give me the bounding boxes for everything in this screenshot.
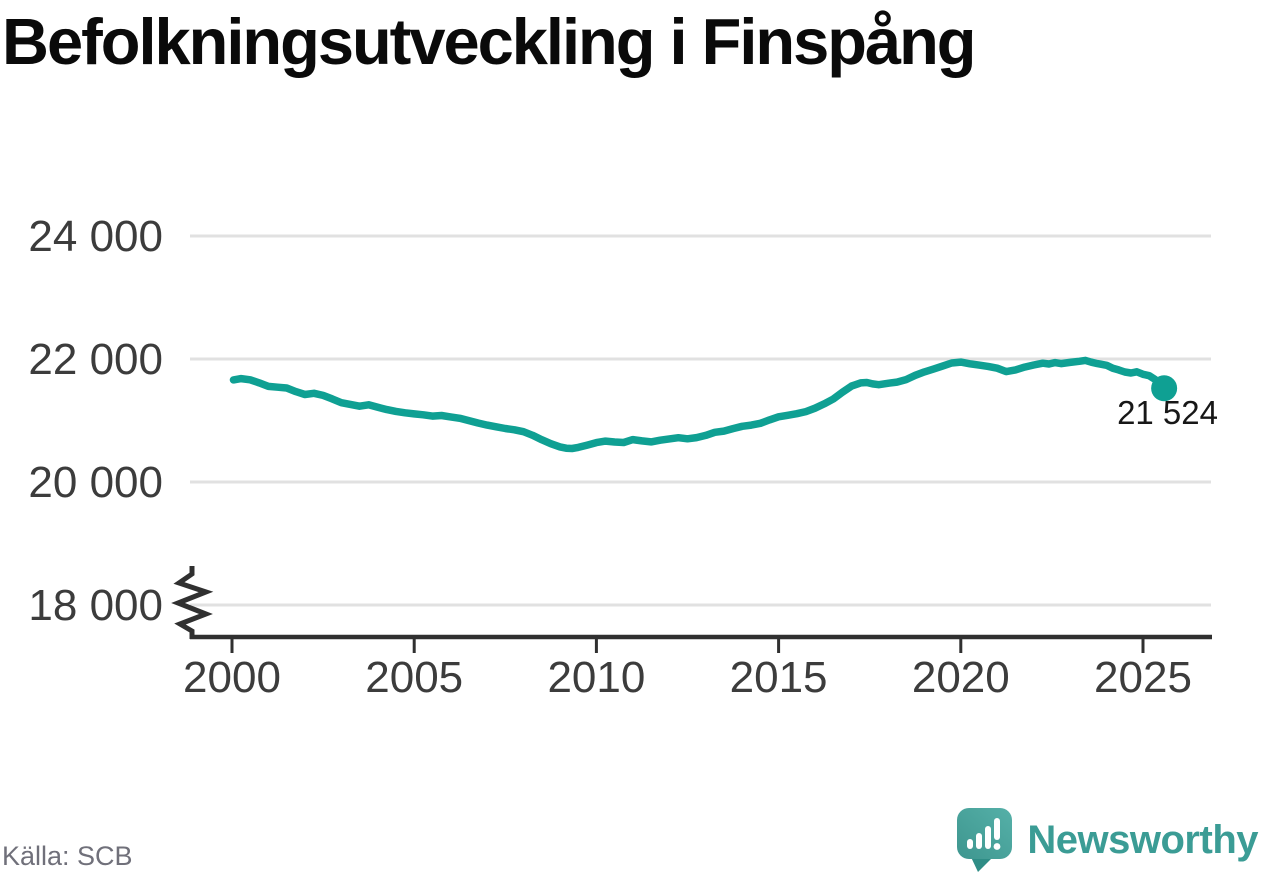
line-end-value-label: 21 524 bbox=[1117, 394, 1218, 431]
logo-bar-small bbox=[967, 839, 974, 849]
source-attribution: Källa: SCB bbox=[2, 841, 133, 871]
x-axis-tick-label: 2025 bbox=[1094, 653, 1192, 702]
logo-bubble bbox=[957, 808, 1013, 859]
y-axis-tick-label: 24 000 bbox=[28, 212, 163, 261]
logo-bar-large bbox=[985, 826, 992, 849]
page-title: Befolkningsutveckling i Finspång bbox=[2, 5, 977, 78]
population-line bbox=[229, 356, 1168, 453]
newsworthy-logo-text: Newsworthy bbox=[1027, 817, 1258, 862]
y-axis-tick-label: 18 000 bbox=[28, 581, 163, 630]
newsworthy-logo-icon bbox=[957, 808, 1013, 872]
x-axis-tick-label: 2005 bbox=[365, 653, 463, 702]
y-axis-break-icon bbox=[171, 566, 214, 639]
logo-bar-medium bbox=[976, 833, 983, 849]
x-axis-tick-label: 2000 bbox=[183, 653, 281, 702]
newsworthy-logo: Newsworthy bbox=[956, 807, 1258, 873]
line-end-dot bbox=[1151, 375, 1178, 402]
x-axis-tick-label: 2015 bbox=[730, 653, 828, 702]
logo-bubble-tail bbox=[970, 855, 993, 872]
logo-exclamation-bar bbox=[994, 818, 1001, 840]
logo-exclamation-dot bbox=[993, 843, 1001, 850]
y-axis-tick-label: 22 000 bbox=[28, 335, 163, 384]
x-axis-tick-label: 2010 bbox=[547, 653, 645, 702]
y-axis-tick-label: 20 000 bbox=[28, 458, 163, 507]
x-axis-tick-label: 2020 bbox=[912, 653, 1010, 702]
